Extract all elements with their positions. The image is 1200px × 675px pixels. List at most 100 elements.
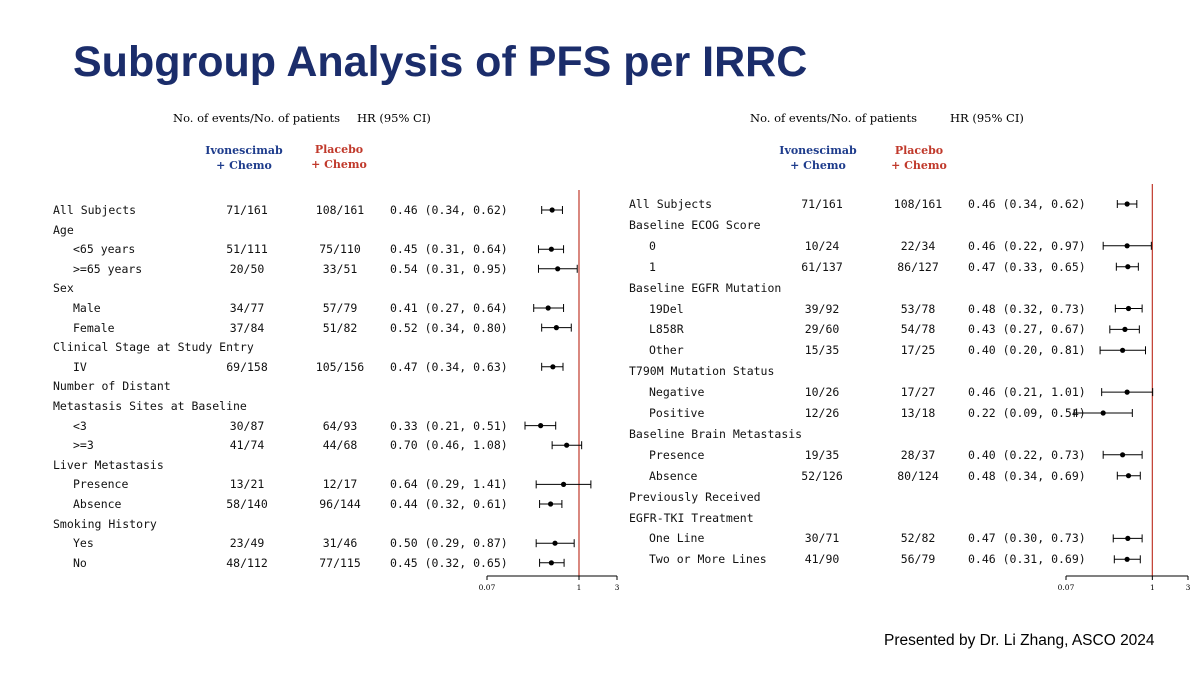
subgroup-label: Presence bbox=[73, 477, 129, 492]
ci-marker bbox=[539, 558, 565, 567]
ivonescimab-header-left: Ivonescimab + Chemo bbox=[205, 143, 282, 173]
ci-marker bbox=[1099, 346, 1146, 355]
ivonescimab-events: 23/49 bbox=[229, 536, 265, 551]
placebo-events: 17/25 bbox=[900, 343, 936, 358]
hazard-ratio-ci: 0.40 (0.20, 0.81) bbox=[968, 343, 1086, 358]
placebo-events: 75/110 bbox=[319, 242, 361, 257]
ci-marker bbox=[539, 500, 563, 508]
hazard-ratio-ci: 0.46 (0.22, 0.97) bbox=[968, 238, 1086, 253]
hazard-ratio-ci: 0.46 (0.34, 0.62) bbox=[390, 203, 508, 217]
subgroup-label: T790M Mutation Status bbox=[629, 364, 775, 379]
ivonescimab-events: 20/50 bbox=[229, 261, 265, 276]
subgroup-label: Metastasis Sites at Baseline bbox=[53, 399, 247, 413]
ivonescimab-events: 29/60 bbox=[804, 322, 840, 337]
hazard-ratio-ci: 0.64 (0.29, 1.41) bbox=[390, 477, 508, 492]
placebo-events: 56/79 bbox=[900, 552, 936, 567]
ci-marker bbox=[1114, 304, 1143, 313]
subgroup-label: Number of Distant bbox=[53, 379, 171, 394]
ivonescimab-events: 71/161 bbox=[801, 197, 843, 211]
ci-marker bbox=[537, 264, 578, 273]
placebo-chemo-label: + Chemo bbox=[891, 159, 947, 172]
subgroup-label: >=65 years bbox=[73, 261, 143, 276]
hazard-ratio-ci: 0.46 (0.21, 1.01) bbox=[968, 385, 1086, 400]
hazard-ratio-ci: 0.43 (0.27, 0.67) bbox=[968, 322, 1086, 337]
subgroup-label: Clinical Stage at Study Entry bbox=[53, 340, 254, 355]
ivonescimab-events: 30/71 bbox=[804, 531, 840, 546]
placebo-events: 96/144 bbox=[319, 497, 361, 511]
placebo-events: 44/68 bbox=[322, 438, 358, 453]
subgroup-label: L858R bbox=[649, 322, 684, 337]
hr-point bbox=[545, 305, 551, 311]
hr-point bbox=[1125, 305, 1132, 312]
ci-marker bbox=[1073, 409, 1133, 417]
subgroup-label: 0 bbox=[649, 238, 656, 253]
subgroup-label: Baseline ECOG Score bbox=[629, 217, 761, 232]
ivonescimab-events: 41/74 bbox=[229, 438, 265, 453]
hr-point bbox=[564, 442, 570, 448]
hazard-ratio-ci: 0.47 (0.33, 0.65) bbox=[968, 259, 1086, 274]
subgroup-label: Two or More Lines bbox=[649, 552, 767, 567]
ci-marker bbox=[533, 304, 565, 312]
subgroup-label: <65 years bbox=[73, 242, 136, 257]
hazard-ratio-ci: 0.45 (0.32, 0.65) bbox=[390, 555, 508, 570]
ivonescimab-events: 52/126 bbox=[801, 468, 843, 483]
subgroup-label: Absence bbox=[73, 497, 122, 511]
hr-point bbox=[548, 246, 554, 252]
ci-marker bbox=[1116, 471, 1141, 480]
events-header-left: No. of events/No. of patients bbox=[173, 111, 341, 125]
hazard-ratio-ci: 0.45 (0.31, 0.64) bbox=[390, 242, 508, 257]
ci-marker bbox=[541, 206, 563, 214]
ivonescimab-events: 41/90 bbox=[804, 552, 840, 567]
hr-point bbox=[1124, 389, 1130, 395]
hr-point bbox=[548, 560, 554, 566]
ci-marker bbox=[1115, 262, 1139, 271]
hr-point bbox=[553, 325, 559, 331]
subgroup-label: Age bbox=[53, 222, 74, 237]
hr-point bbox=[560, 481, 567, 487]
placebo-events: 54/78 bbox=[900, 322, 936, 337]
hr-point bbox=[549, 207, 555, 213]
hr-point bbox=[1125, 473, 1132, 479]
subgroup-label: Negative bbox=[649, 385, 705, 400]
hr-point bbox=[1119, 452, 1126, 458]
ivonescimab-events: 71/161 bbox=[226, 203, 268, 217]
ivonescimab-header-right: Ivonescimab + Chemo bbox=[779, 143, 856, 173]
hr-header-left: HR (95% CI) bbox=[357, 111, 431, 125]
placebo-header-right: Placebo + Chemo bbox=[891, 143, 947, 173]
ivonescimab-events: 13/21 bbox=[229, 477, 265, 492]
hazard-ratio-ci: 0.47 (0.34, 0.63) bbox=[390, 359, 508, 374]
placebo-events: 108/161 bbox=[315, 203, 365, 217]
hr-point bbox=[555, 266, 561, 272]
presenter-credit: Presented by Dr. Li Zhang, ASCO 2024 bbox=[884, 632, 1155, 649]
hazard-ratio-ci: 0.41 (0.27, 0.64) bbox=[390, 301, 508, 315]
hazard-ratio-ci: 0.48 (0.34, 0.69) bbox=[968, 468, 1086, 483]
hazard-ratio-ci: 0.48 (0.32, 0.73) bbox=[968, 301, 1086, 316]
placebo-label: Placebo bbox=[314, 143, 364, 156]
hazard-ratio-ci: 0.70 (0.46, 1.08) bbox=[390, 438, 508, 453]
hazard-ratio-ci: 0.47 (0.30, 0.73) bbox=[968, 531, 1086, 546]
placebo-events: 53/78 bbox=[900, 301, 936, 316]
ivonescimab-events: 61/137 bbox=[801, 259, 843, 274]
hr-point bbox=[552, 540, 558, 546]
ivonescimab-label: Ivonescimab bbox=[779, 144, 857, 157]
ivonescimab-events: 30/87 bbox=[229, 418, 265, 433]
x-tick-label: 3 bbox=[615, 583, 620, 592]
hazard-ratio-ci: 0.33 (0.21, 0.51) bbox=[390, 418, 508, 433]
subgroup-label: Male bbox=[73, 301, 101, 315]
placebo-events: 77/115 bbox=[319, 555, 361, 570]
subgroup-label: Baseline EGFR Mutation bbox=[629, 280, 782, 295]
placebo-events: 12/17 bbox=[322, 477, 358, 492]
subgroup-label: One Line bbox=[649, 531, 705, 546]
forest-plot-left: All Subjects 71/161 108/161 0.46 (0.34, 0.6… bbox=[0, 0, 620, 592]
subgroup-label: All Subjects bbox=[629, 197, 713, 211]
ivonescimab-events: 15/35 bbox=[804, 343, 840, 358]
hr-point bbox=[1124, 556, 1130, 562]
ivonescimab-events: 69/158 bbox=[226, 359, 268, 374]
hr-point bbox=[1122, 326, 1128, 332]
hr-point bbox=[1100, 410, 1106, 416]
ci-marker bbox=[524, 421, 557, 430]
placebo-events: 22/34 bbox=[900, 238, 936, 253]
hr-point bbox=[1124, 243, 1130, 249]
x-tick-label: 1 bbox=[577, 583, 582, 592]
ci-marker bbox=[1101, 388, 1154, 397]
